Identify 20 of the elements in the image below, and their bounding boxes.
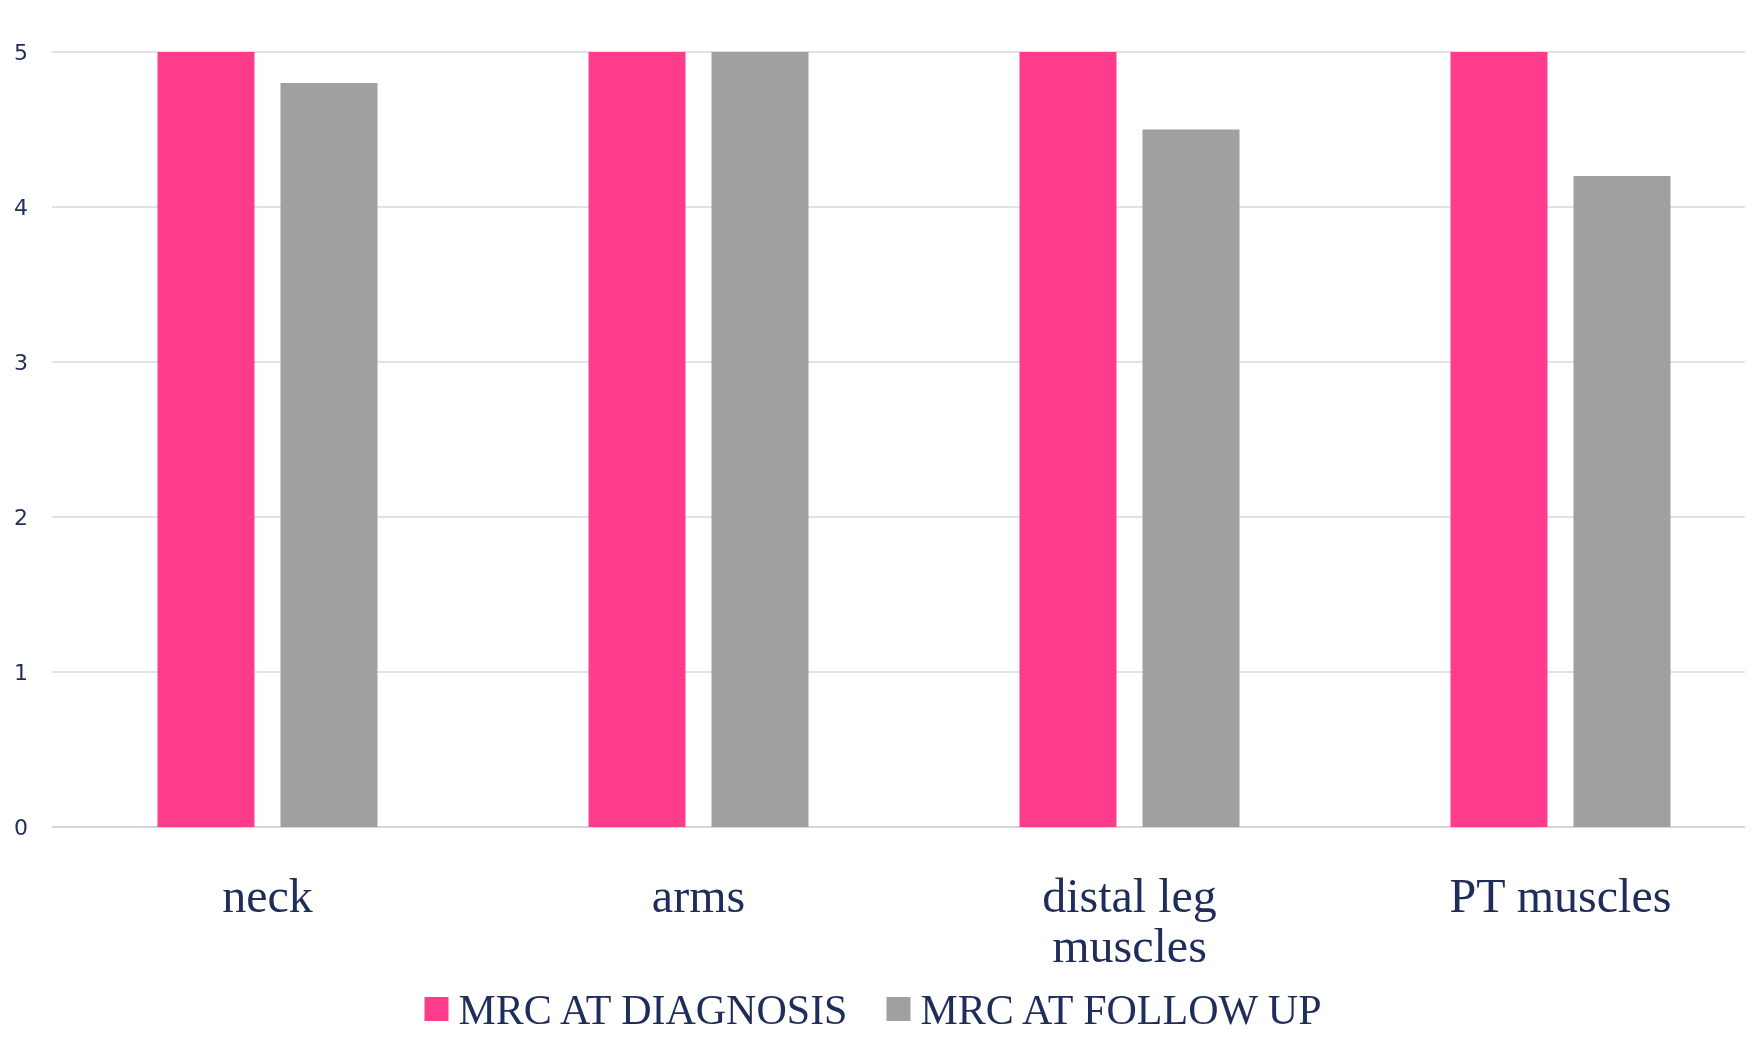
- y-tick-label: 4: [14, 194, 28, 220]
- y-tick-label: 3: [14, 349, 28, 375]
- bar: [711, 52, 809, 827]
- bar: [1450, 52, 1548, 827]
- bar: [280, 83, 378, 827]
- x-tick-label: neck: [222, 869, 313, 922]
- y-tick-label: 0: [14, 814, 28, 840]
- bar: [1573, 176, 1671, 827]
- y-tick-label: 1: [14, 659, 28, 685]
- bar: [1142, 129, 1240, 827]
- bar: [588, 52, 686, 827]
- legend-label: MRC AT DIAGNOSIS: [458, 986, 848, 1033]
- x-tick-label: arms: [651, 869, 746, 922]
- bar: [157, 52, 255, 827]
- x-tick-label: distal leg muscles: [1042, 869, 1217, 972]
- legend-label: MRC AT FOLLOW UP: [920, 986, 1322, 1033]
- y-tick-label: 5: [14, 39, 28, 65]
- y-tick-label: 2: [14, 504, 28, 530]
- bar: [1019, 52, 1117, 827]
- x-tick-label: PT muscles: [1449, 869, 1672, 922]
